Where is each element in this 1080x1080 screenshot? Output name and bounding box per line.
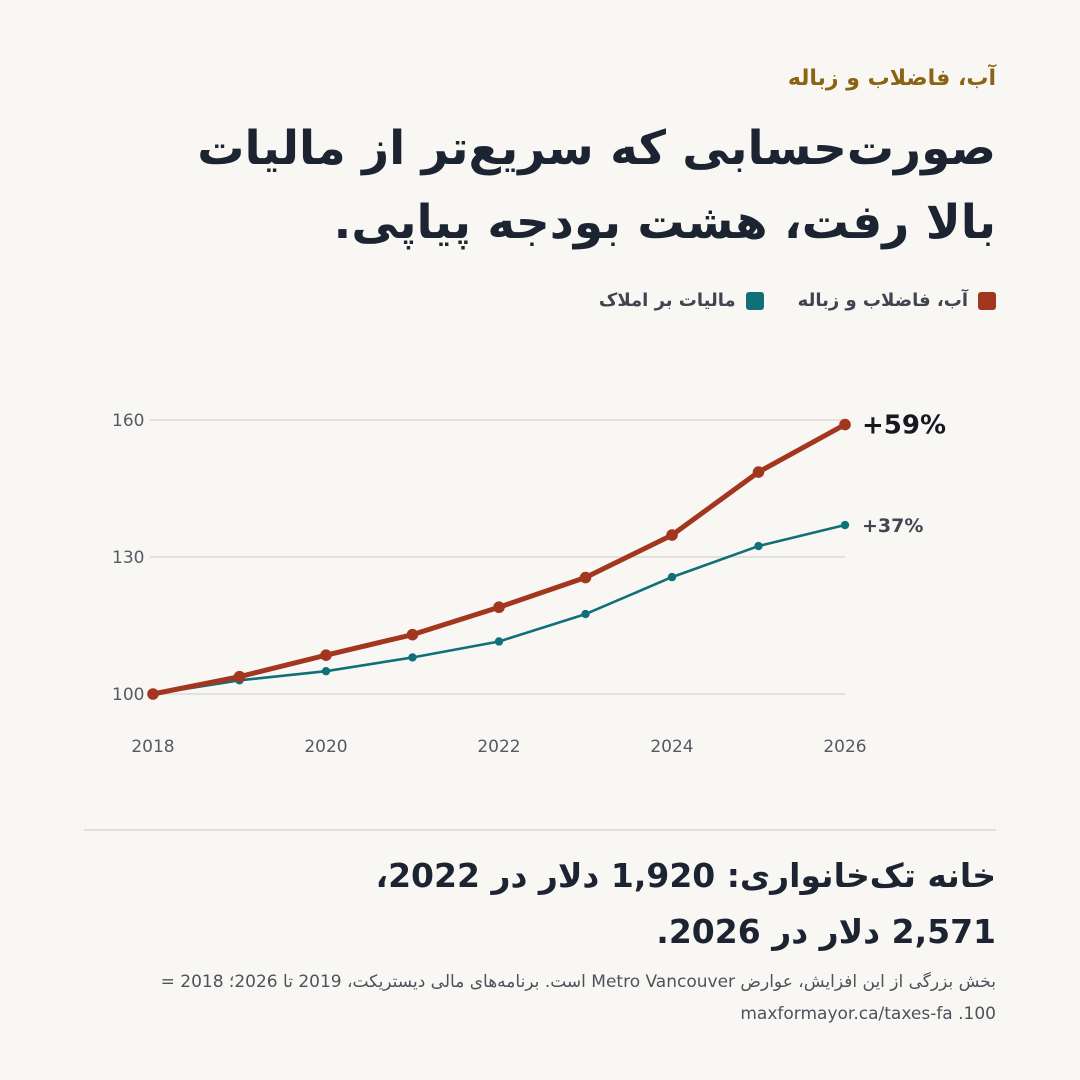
legend-item-utilities: آب، فاضلاب و زباله (798, 290, 996, 311)
data-point (579, 571, 592, 584)
headline-line-1: صورت‌حسابی که سریع‌تر از مالیات (197, 121, 996, 176)
footnote-line-2: 100. maxformayor.ca/taxes-fa (740, 1004, 996, 1024)
divider (84, 829, 996, 831)
data-point (667, 572, 677, 582)
data-point (320, 649, 332, 661)
callout-line-2: 2,571 دلار در 2026. (656, 912, 996, 951)
y-tick-label: 160 (112, 411, 144, 431)
legend-label-utilities: آب، فاضلاب و زباله (797, 290, 968, 311)
legend-swatch-utilities (978, 291, 996, 310)
y-tick-label: 100 (112, 685, 144, 705)
headline: صورت‌حسابی که سریع‌تر از مالیات بالا رفت… (76, 112, 996, 260)
headline-line-2: بالا رفت، هشت بودجه پیاپی. (333, 195, 997, 250)
legend: آب، فاضلاب و زباله مالیات بر املاک (599, 290, 996, 311)
data-point (147, 688, 159, 700)
x-tick-label: 2018 (131, 737, 174, 757)
data-point (754, 541, 763, 551)
footnote: بخش بزرگی از این افزایش، عوارض Metro Van… (84, 966, 996, 1030)
data-point (406, 628, 419, 641)
x-tick-label: 2022 (477, 737, 520, 757)
data-point (839, 418, 851, 431)
x-tick-label: 2026 (823, 737, 866, 757)
x-tick-label: 2020 (304, 737, 347, 757)
callout-line-1: خانه تک‌خانواری: 1,920 دلار در 2022، (375, 856, 996, 895)
footnote-line-1: بخش بزرگی از این افزایش، عوارض Metro Van… (160, 972, 996, 992)
data-point (752, 466, 765, 478)
series-line (150, 422, 848, 697)
legend-label-property-tax: مالیات بر املاک (598, 290, 736, 311)
data-point (666, 529, 678, 541)
data-point (493, 601, 505, 614)
legend-item-property-tax: مالیات بر املاک (599, 290, 764, 311)
data-point (408, 653, 417, 662)
legend-swatch-property-tax (745, 291, 764, 310)
x-tick-label: 2024 (650, 737, 693, 757)
line-chart: 100 130 160 2018 2020 2022 2024 2026 +37% +59% (112, 411, 946, 757)
end-label: +37% (862, 515, 923, 537)
data-point (840, 520, 850, 530)
data-point (581, 609, 590, 619)
data-point (321, 666, 331, 676)
y-tick-label: 130 (112, 548, 144, 568)
end-label: +59% (862, 411, 946, 441)
data-point (233, 670, 246, 683)
kicker: آب، فاضلاب و زباله (787, 66, 996, 91)
data-point (494, 637, 504, 646)
callout: خانه تک‌خانواری: 1,920 دلار در 2022، 2,5… (84, 848, 996, 960)
